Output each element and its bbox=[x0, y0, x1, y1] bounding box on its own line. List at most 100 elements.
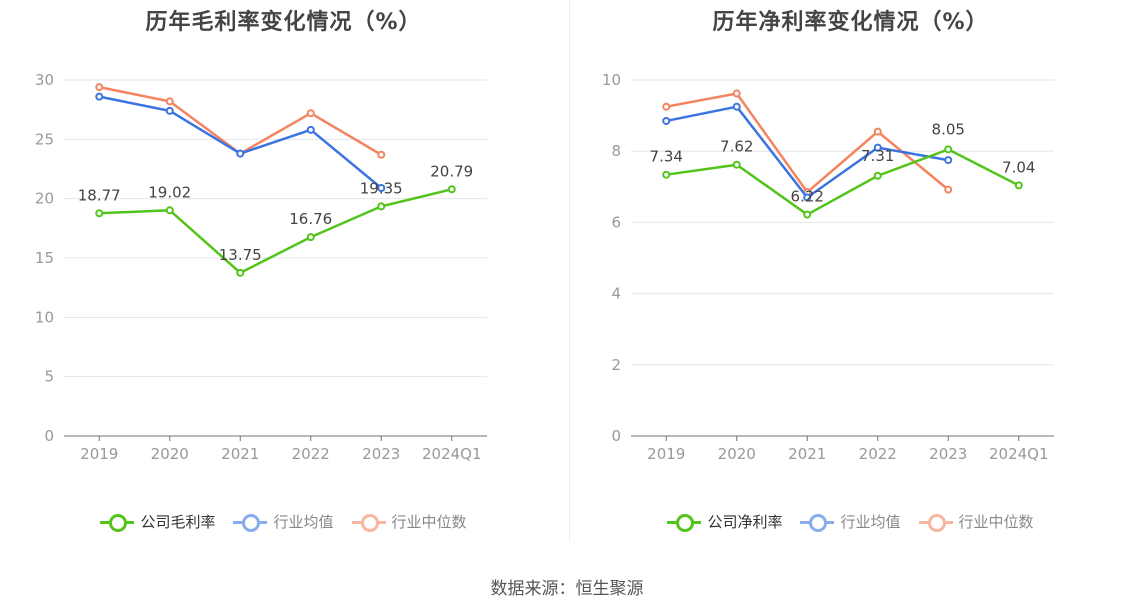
data-point bbox=[732, 89, 741, 98]
legend-label: 行业均值 bbox=[273, 513, 334, 531]
data-point bbox=[662, 170, 671, 179]
x-tick-label: 2019 bbox=[647, 445, 685, 463]
legend-swatch-icon bbox=[800, 512, 835, 532]
data-label: 19.02 bbox=[148, 183, 191, 201]
x-tick-label: 2019 bbox=[80, 445, 118, 463]
data-point bbox=[165, 206, 174, 215]
data-label: 13.75 bbox=[219, 246, 262, 264]
data-point bbox=[95, 92, 104, 101]
data-label: 7.34 bbox=[650, 148, 683, 166]
y-tick-label: 20 bbox=[35, 190, 54, 208]
y-tick-label: 25 bbox=[35, 130, 54, 148]
y-tick-label: 10 bbox=[35, 308, 54, 326]
legend-swatch-icon bbox=[667, 512, 702, 532]
data-label: 6.22 bbox=[791, 188, 824, 206]
x-tick-label: 2020 bbox=[151, 445, 189, 463]
legend-label: 行业均值 bbox=[840, 513, 901, 531]
legend-item[interactable]: 行业均值 bbox=[800, 511, 901, 532]
data-point bbox=[165, 97, 174, 106]
data-label: 8.05 bbox=[932, 120, 965, 138]
y-tick-label: 15 bbox=[35, 249, 54, 267]
x-tick-label: 2022 bbox=[292, 445, 330, 463]
net-margin-chart: 0 2 4 6 8 10 2019 2020 2021 2022 2023 2024Q1 7.34 7.6… bbox=[602, 71, 1054, 463]
x-tick-label: 2020 bbox=[718, 445, 756, 463]
data-point bbox=[944, 156, 953, 165]
x-tick-label: 2021 bbox=[221, 445, 259, 463]
legend-swatch-icon bbox=[233, 512, 268, 532]
legend-item[interactable]: 公司毛利率 bbox=[100, 511, 215, 532]
series-line bbox=[666, 105, 949, 199]
data-label: 7.62 bbox=[720, 138, 753, 156]
chart-title: 历年净利率变化情况（%） bbox=[712, 10, 989, 35]
data-source-label: 数据来源：恒生聚源 bbox=[490, 579, 644, 599]
gross-margin-chart: 0 5 10 15 20 25 30 2019 2020 2021 2022 2023 2024Q1 18… bbox=[35, 71, 487, 463]
data-point bbox=[873, 143, 882, 152]
data-point bbox=[732, 160, 741, 169]
legend-label: 行业中位数 bbox=[958, 513, 1034, 531]
y-tick-label: 8 bbox=[611, 142, 621, 160]
data-point bbox=[306, 109, 315, 118]
data-point bbox=[803, 193, 812, 202]
y-tick-label: 0 bbox=[44, 427, 54, 445]
legend-item[interactable]: 公司净利率 bbox=[667, 511, 782, 532]
series-line bbox=[99, 188, 453, 275]
y-tick-label: 6 bbox=[611, 213, 621, 231]
data-label: 18.77 bbox=[78, 186, 121, 204]
data-point bbox=[95, 83, 104, 92]
data-point bbox=[1014, 181, 1023, 190]
legend-item[interactable]: 行业均值 bbox=[233, 511, 334, 532]
data-point bbox=[944, 145, 953, 154]
panel-divider bbox=[569, 0, 570, 542]
series-line bbox=[99, 95, 383, 189]
legend-item[interactable]: 行业中位数 bbox=[918, 511, 1034, 532]
data-point bbox=[377, 183, 386, 192]
data-point bbox=[662, 116, 671, 125]
data-point bbox=[306, 233, 315, 242]
legend-label: 公司净利率 bbox=[707, 513, 783, 531]
x-tick-label: 2023 bbox=[362, 445, 400, 463]
y-tick-label: 10 bbox=[602, 71, 621, 89]
data-point bbox=[95, 209, 104, 218]
legend-label: 行业中位数 bbox=[391, 513, 467, 531]
y-tick-label: 4 bbox=[611, 285, 621, 303]
series-line bbox=[666, 92, 950, 194]
data-label: 7.04 bbox=[1002, 158, 1035, 176]
y-tick-label: 2 bbox=[611, 356, 621, 374]
data-point bbox=[662, 102, 671, 111]
gross-margin-chart-panel: 历年毛利率变化情况（%） 0 5 10 15 20 25 30 2019 2020 2021 202… bbox=[0, 0, 567, 560]
data-label: 7.31 bbox=[861, 147, 894, 165]
legend-swatch-icon bbox=[918, 512, 953, 532]
series-line bbox=[666, 148, 1020, 216]
x-tick-label: 2024Q1 bbox=[989, 445, 1049, 463]
legend-swatch-icon bbox=[100, 512, 135, 532]
data-point bbox=[732, 102, 741, 111]
x-tick-label: 2023 bbox=[929, 445, 967, 463]
data-point bbox=[803, 210, 812, 219]
chart-legend: 公司毛利率 行业均值 行业中位数 bbox=[0, 511, 567, 532]
chart-title: 历年毛利率变化情况（%） bbox=[145, 10, 422, 35]
data-point bbox=[944, 185, 953, 194]
data-point bbox=[377, 202, 386, 211]
net-margin-chart-panel: 历年净利率变化情况（%） 0 2 4 6 8 10 2019 2020 2021 2022 2023… bbox=[567, 0, 1134, 560]
y-tick-label: 0 bbox=[611, 427, 621, 445]
x-tick-label: 2024Q1 bbox=[422, 445, 482, 463]
y-tick-label: 30 bbox=[35, 71, 54, 89]
data-point bbox=[873, 171, 882, 180]
y-tick-label: 5 bbox=[44, 368, 54, 386]
data-point bbox=[306, 125, 315, 134]
chart-legend: 公司净利率 行业均值 行业中位数 bbox=[567, 511, 1134, 532]
legend-item[interactable]: 行业中位数 bbox=[351, 511, 467, 532]
data-label: 16.76 bbox=[289, 210, 332, 228]
legend-swatch-icon bbox=[351, 512, 386, 532]
data-point bbox=[165, 106, 174, 115]
data-point bbox=[873, 127, 882, 136]
data-point bbox=[447, 185, 456, 194]
data-point bbox=[377, 150, 386, 159]
x-tick-label: 2022 bbox=[859, 445, 897, 463]
data-point bbox=[236, 268, 245, 277]
x-tick-label: 2021 bbox=[788, 445, 826, 463]
data-label: 19.35 bbox=[360, 179, 403, 197]
legend-label: 公司毛利率 bbox=[140, 513, 216, 531]
data-point bbox=[236, 149, 245, 158]
data-label: 20.79 bbox=[430, 162, 473, 180]
